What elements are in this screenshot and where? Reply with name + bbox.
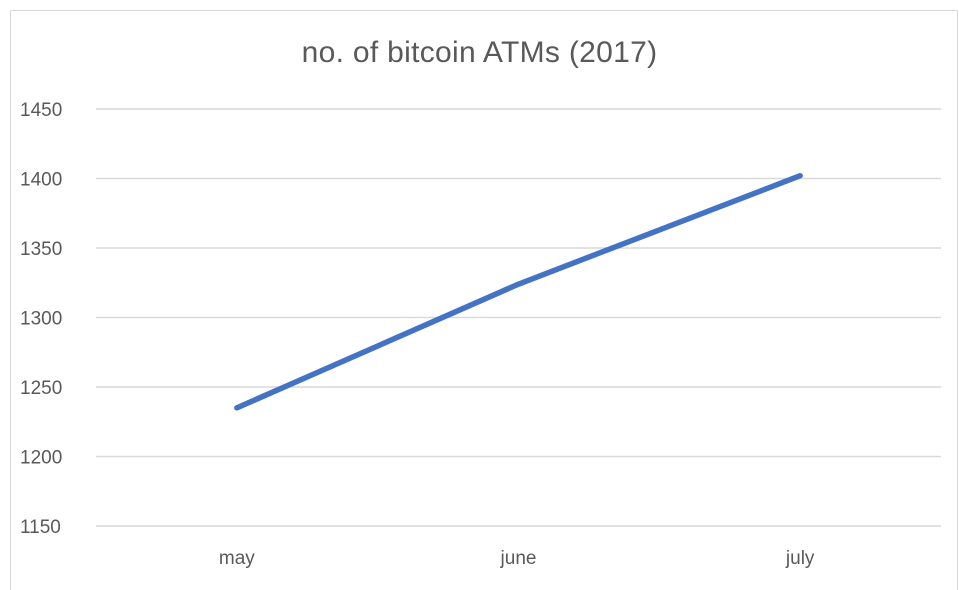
series-line-0 bbox=[234, 172, 803, 411]
x-axis-tick-labels: may june july bbox=[219, 548, 815, 569]
chart-title: no. of bitcoin ATMs (2017) bbox=[301, 36, 658, 69]
y-tick-label-1250: 1250 bbox=[20, 378, 62, 399]
y-tick-label-1350: 1350 bbox=[20, 239, 62, 260]
x-tick-label-may: may bbox=[219, 548, 255, 569]
y-tick-label-1300: 1300 bbox=[20, 309, 62, 330]
series-group bbox=[234, 172, 803, 411]
gridlines bbox=[96, 108, 941, 527]
y-axis-tick-labels: 1150 1200 1250 1300 1350 1400 1450 bbox=[20, 100, 62, 538]
y-tick-label-1450: 1450 bbox=[20, 100, 62, 121]
y-tick-label-1150: 1150 bbox=[20, 517, 61, 538]
x-tick-label-july: july bbox=[785, 548, 815, 569]
y-tick-label-1400: 1400 bbox=[20, 170, 62, 191]
y-tick-label-1200: 1200 bbox=[20, 448, 62, 469]
x-tick-label-june: june bbox=[500, 548, 537, 569]
